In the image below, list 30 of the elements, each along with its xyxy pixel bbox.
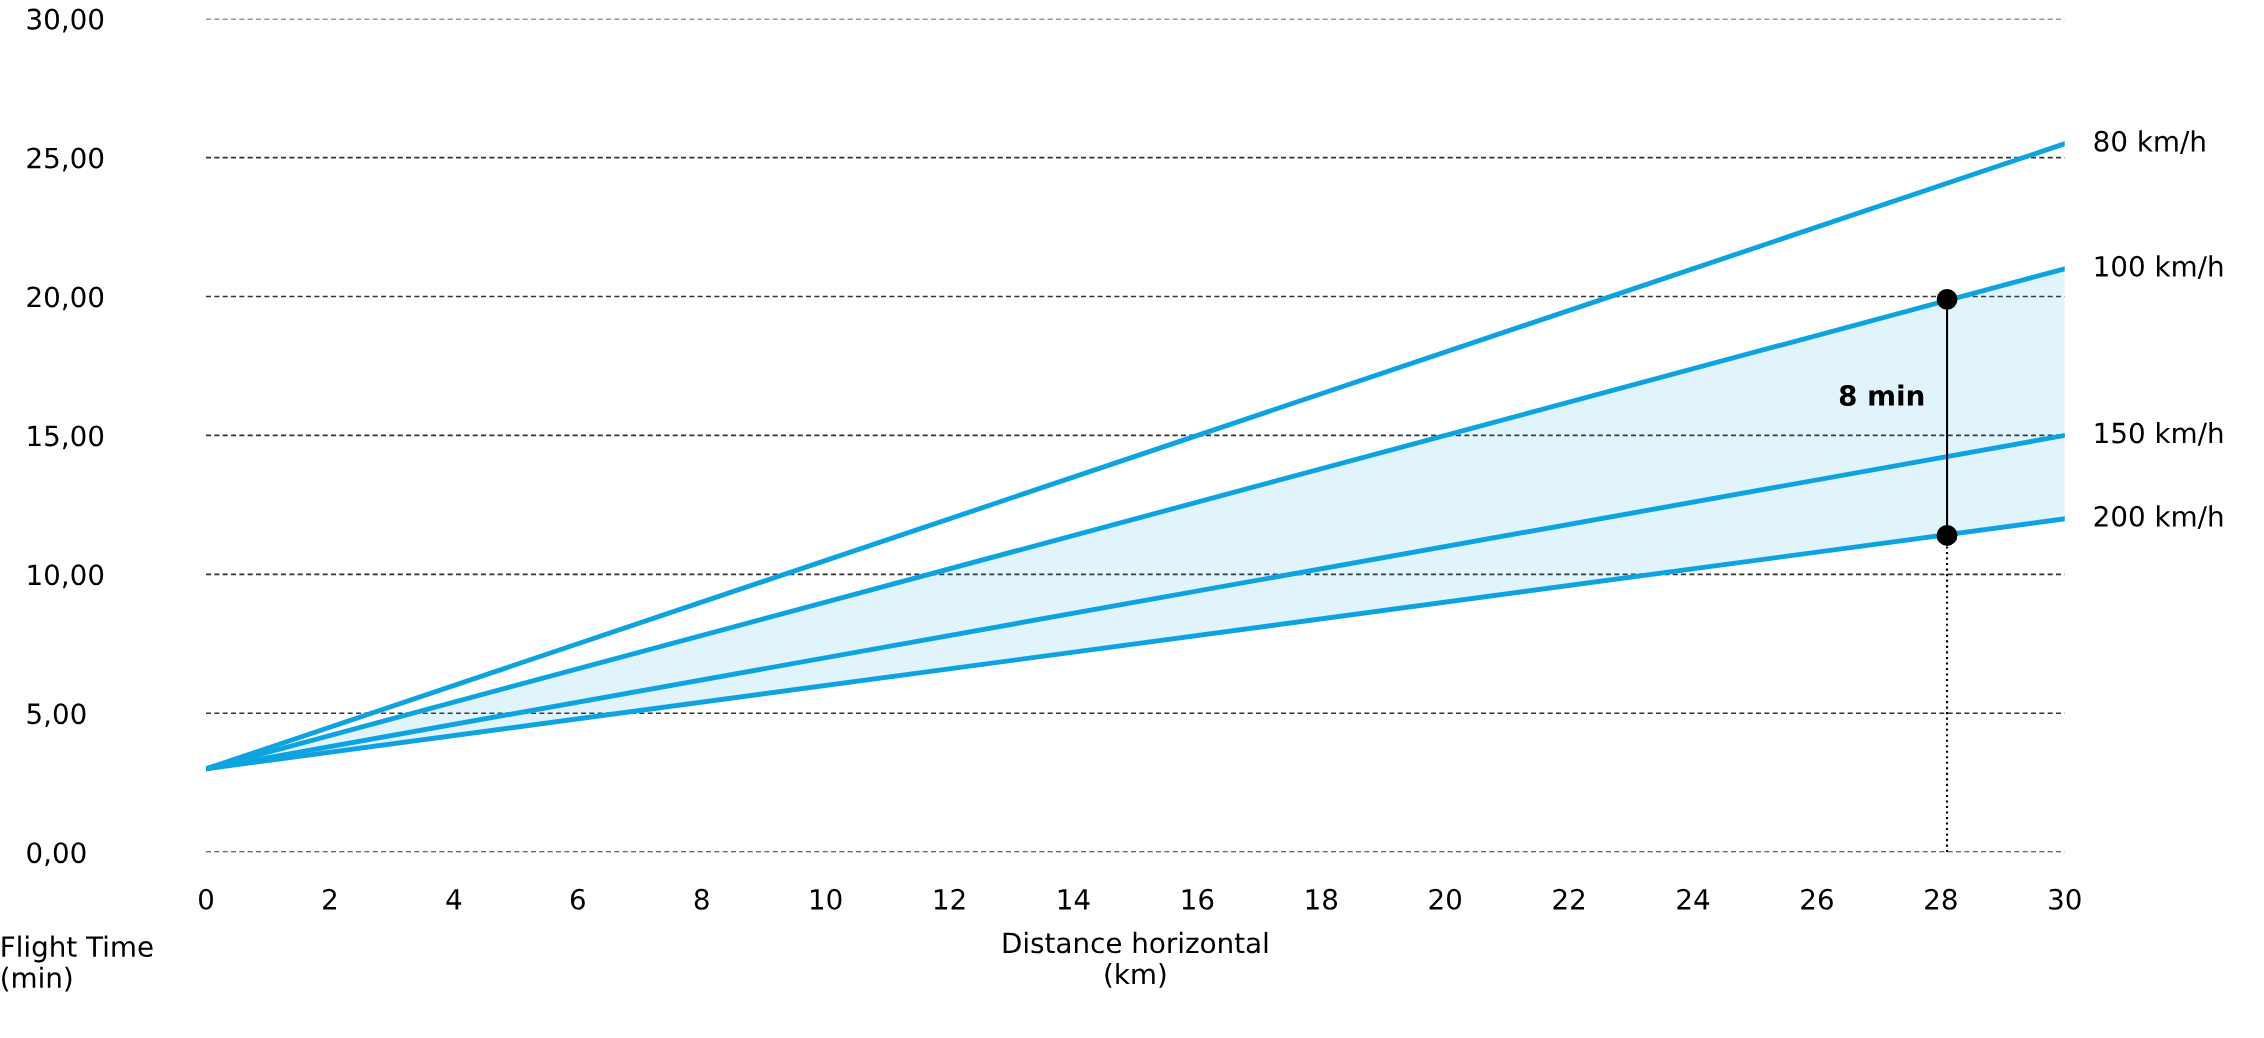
y-tick-label: 25,00 (27, 147, 104, 172)
series-label: 100 km/h (2095, 255, 2223, 279)
y-tick-label: 20,00 (27, 286, 104, 311)
x-tick-label: 20 (1429, 888, 1462, 910)
y-tick-label: 5,00 (27, 703, 86, 728)
x-tick-label: 22 (1553, 888, 1584, 910)
y-tick-label: 15,00 (28, 425, 104, 450)
series-label: 200 km/h (2094, 505, 2223, 530)
x-axis-title: Distance horizontal (km) (1003, 931, 1268, 988)
x-tick-label: 12 (934, 888, 965, 910)
annotation: 8 min (1839, 384, 1924, 406)
x-tick-label: 14 (1058, 889, 1090, 910)
x-tick-label: 2 (323, 888, 336, 910)
x-tick-label: 18 (1306, 888, 1338, 910)
x-tick-label: 8 (694, 888, 709, 910)
x-tick-label: 4 (446, 889, 462, 910)
x-tick-label: 16 (1182, 888, 1214, 910)
y-tick-label: 10,00 (28, 564, 104, 589)
x-tick-label: 24 (1677, 888, 1710, 910)
series-label: 80 km/h (2094, 130, 2205, 154)
x-tick-label: 28 (1925, 888, 1957, 910)
series-label: 150 km/h (2095, 422, 2223, 446)
x-tick-label: 10 (810, 888, 842, 910)
x-tick-label: 30 (2049, 888, 2081, 910)
x-tick-label: 6 (570, 888, 585, 910)
x-tick-label: 0 (199, 888, 214, 910)
y-tick-label: 0,00 (27, 842, 86, 866)
y-axis-title: Flight Time (min) (2, 935, 153, 992)
y-tick-label: 30,00 (27, 8, 104, 33)
x-tick-label: 26 (1801, 888, 1833, 910)
